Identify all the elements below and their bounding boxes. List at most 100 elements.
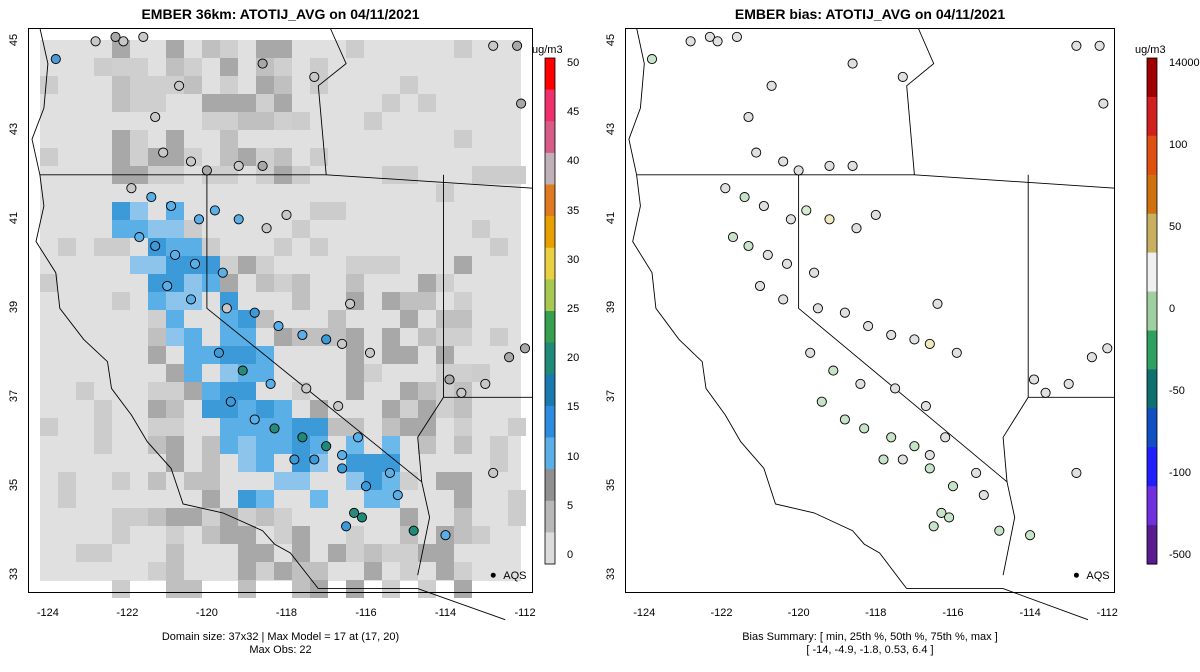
left-model-cell [418, 436, 436, 454]
left-model-cell [274, 508, 292, 526]
left-model-cell [274, 526, 292, 544]
left-model-cell [310, 562, 328, 580]
left-model-cell [166, 562, 184, 580]
left-model-cell [40, 76, 58, 94]
left-model-cell [202, 40, 220, 58]
left-model-cell [490, 238, 508, 256]
right-obs-site [847, 58, 858, 69]
left-colorbar-tick-label: 15 [567, 401, 580, 414]
left-model-cell [184, 76, 202, 94]
left-model-cell [112, 76, 130, 94]
left-model-cell [220, 526, 238, 544]
left-model-cell [112, 508, 130, 526]
left-obs-site [345, 298, 356, 309]
left-model-cell [220, 310, 238, 328]
right-colorbar-segment [1147, 213, 1157, 254]
left-model-cell [112, 94, 130, 112]
left-model-cell [220, 328, 238, 346]
left-model-cell [400, 292, 418, 310]
left-obs-site [349, 507, 360, 518]
left-model-cell [490, 436, 508, 454]
left-model-cell [166, 130, 184, 148]
left-y-tick: 43 [8, 123, 20, 136]
left-model-cell [310, 238, 328, 256]
left-model-cell [184, 328, 202, 346]
left-y-tick: 39 [8, 301, 20, 314]
right-x-tick: -118 [865, 607, 887, 619]
left-model-cell [418, 400, 436, 418]
left-model-cell [166, 148, 184, 166]
left-model-cell [184, 382, 202, 400]
left-model-cell [202, 526, 220, 544]
left-model-cell [256, 490, 274, 508]
left-model-cell [148, 94, 166, 112]
left-model-cell [184, 58, 202, 76]
left-model-cell [508, 166, 526, 184]
right-x-tick: -112 [1096, 607, 1118, 619]
right-panel-title: EMBER bias: ATOTIJ_AVG on 04/11/2021 [734, 6, 1006, 22]
left-obs-site [134, 232, 145, 243]
left-colorbar-tick-label: 20 [567, 352, 580, 365]
left-obs-site [221, 303, 232, 314]
left-obs-site [356, 512, 368, 523]
left-model-cell [148, 400, 166, 418]
left-model-cell [292, 112, 310, 130]
right-az-nv-border [1002, 397, 1029, 576]
right-colorbar-tick-label: 100 [1169, 139, 1188, 151]
left-model-cell [238, 526, 256, 544]
left-model-cell [58, 490, 76, 508]
right-obs-site [920, 401, 931, 412]
right-obs-site [824, 160, 835, 171]
left-model-cell [256, 94, 274, 112]
left-model-cell [130, 148, 148, 166]
left-model-cell [256, 76, 274, 94]
left-model-cell [238, 112, 256, 130]
left-model-cell [472, 166, 490, 184]
right-obs-site [758, 200, 769, 212]
left-model-cell [508, 418, 526, 436]
left-obs-site [90, 36, 101, 47]
left-model-cell [238, 346, 256, 364]
left-model-cell [256, 562, 274, 580]
left-model-cell [382, 346, 400, 364]
left-model-cell [94, 436, 112, 454]
right-obs-site [947, 481, 959, 492]
left-model-cell [292, 526, 310, 544]
right-x-tick: -114 [1019, 607, 1041, 619]
left-model-cell [238, 580, 256, 598]
left-model-cell [400, 400, 418, 418]
left-obs-site [162, 280, 173, 292]
left-model-cell [238, 490, 256, 508]
left-colorbar [544, 57, 556, 565]
left-summary-line1: Domain size: 37x32 | Max Model = 17 at (… [161, 631, 400, 643]
left-model-cell [202, 382, 220, 400]
right-colorbar [1146, 57, 1158, 565]
left-colorbar-unit: ug/m3 [532, 44, 563, 56]
left-az-nv-border [417, 397, 444, 576]
left-model-cell [346, 382, 364, 400]
left-obs-site [488, 467, 499, 478]
left-model-cell [184, 472, 202, 490]
left-model-cell [166, 400, 184, 418]
left-obs-site [233, 214, 244, 225]
left-model-cell [454, 562, 472, 580]
left-model-cell [400, 310, 418, 328]
left-obs-site [249, 414, 260, 425]
left-model-cell [166, 238, 184, 256]
left-model-cell [256, 418, 274, 436]
left-obs-site [341, 521, 352, 532]
left-colorbar-segment [545, 58, 555, 91]
left-colorbar-segment [545, 216, 555, 249]
left-model-cell [94, 400, 112, 418]
left-obs-site [217, 267, 228, 278]
left-model-cell [238, 562, 256, 580]
right-obs-site [805, 347, 816, 358]
left-model-cell [184, 346, 202, 364]
left-model-cell [166, 418, 184, 436]
left-model-cell [382, 256, 400, 274]
right-obs-site [944, 512, 955, 523]
right-colorbar-tick-label: -500 [1169, 549, 1192, 561]
right-y-tick: 35 [605, 479, 617, 492]
left-y-tick: 41 [8, 212, 20, 225]
left-obs-site [321, 441, 332, 452]
